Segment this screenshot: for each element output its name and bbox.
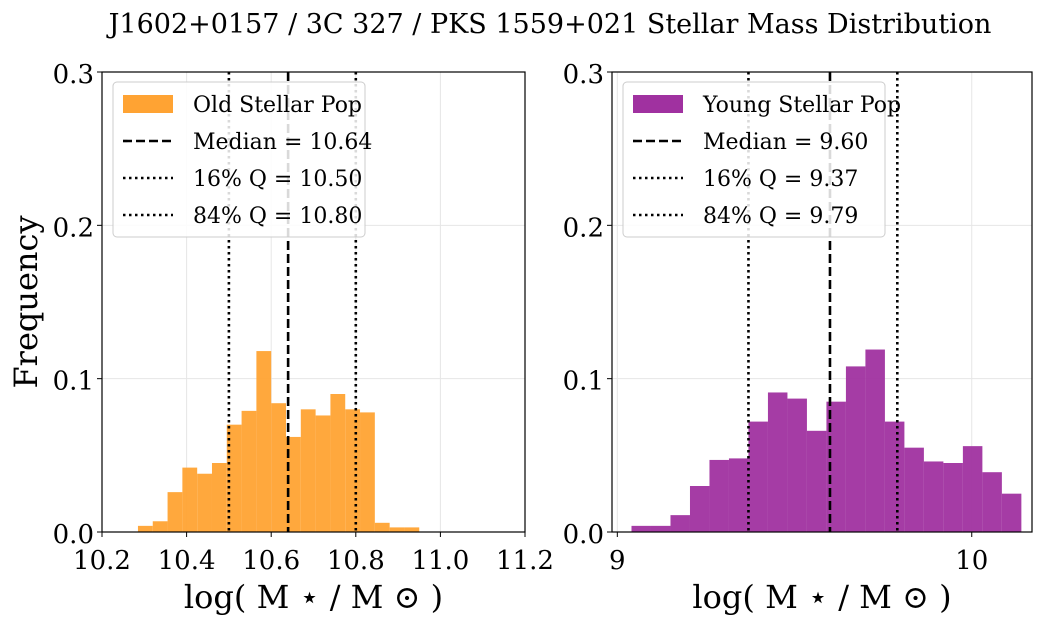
histogram-bar <box>286 436 301 532</box>
histogram-bar <box>152 521 168 532</box>
legend: Young Stellar Pop Median = 9.60 16% Q = 9.… <box>622 81 901 238</box>
legend-swatch <box>123 95 173 113</box>
histogram-bar <box>962 446 983 532</box>
legend-label: 84% Q = 9.79 <box>703 204 858 229</box>
histogram-bar <box>650 525 671 532</box>
histogram-bar <box>211 463 227 532</box>
legend-label: Young Stellar Pop <box>702 93 901 118</box>
x-tick-label: 10.2 <box>73 546 131 576</box>
legend-swatch <box>633 95 683 113</box>
panel-old-stellar-pop: 10.2 10.4 10.6 10.8 11.0 11.2 0.0 0.1 0.2 0.3 log(… <box>7 60 554 616</box>
histogram-bar <box>806 430 827 532</box>
y-tick-label: 0.3 <box>563 60 604 90</box>
legend-label: Median = 9.60 <box>703 130 868 155</box>
histogram-bar <box>728 458 749 532</box>
histogram-bar <box>137 525 153 532</box>
legend-label: Old Stellar Pop <box>193 93 362 118</box>
histogram-bar <box>404 527 420 532</box>
histogram-bar <box>182 467 198 532</box>
x-tick-label: 9 <box>609 546 626 576</box>
x-tick-label: 11.0 <box>411 546 469 576</box>
y-tick-label: 0.2 <box>53 213 94 243</box>
legend-label: 16% Q = 9.37 <box>703 167 858 192</box>
histogram-bar <box>845 366 866 532</box>
histogram-bar <box>197 473 212 532</box>
y-tick-label: 0.1 <box>563 367 604 397</box>
histogram-bar <box>330 394 346 532</box>
histogram-bar <box>709 459 729 532</box>
y-tick-label: 0.0 <box>53 520 94 550</box>
histogram-bar <box>748 421 768 532</box>
histogram-bar <box>787 398 807 532</box>
histogram-bar <box>1001 493 1022 532</box>
y-tick-label: 0.1 <box>53 367 94 397</box>
histogram-bar <box>374 522 390 532</box>
histogram-bar <box>865 349 885 532</box>
legend-box <box>112 81 366 238</box>
y-tick-label: 0.0 <box>563 520 604 550</box>
panel-young-stellar-pop: 9 10 0.0 0.1 0.2 0.3 log( M ⋆ / M ⊙ ) Young Ste… <box>563 60 1033 616</box>
histogram-bar <box>360 412 375 532</box>
histogram-bar <box>226 424 242 532</box>
histogram-bar <box>315 415 331 532</box>
histogram-bar <box>241 410 257 532</box>
histogram-bar <box>904 447 924 532</box>
histogram-bar <box>345 409 361 532</box>
legend-label: 16% Q = 10.50 <box>193 167 362 192</box>
x-axis-label: log( M ⋆ / M ⊙ ) <box>184 578 443 616</box>
histogram-bar <box>256 351 272 532</box>
x-tick-label: 10 <box>955 546 988 576</box>
histogram-bar <box>389 527 405 532</box>
y-axis-label: Frequency <box>7 215 45 388</box>
histogram-bar <box>689 486 710 532</box>
axes-frame <box>611 71 1033 533</box>
legend-box <box>622 81 886 238</box>
histogram-bar <box>271 403 287 532</box>
histogram-bar <box>923 461 944 532</box>
y-tick-label: 0.2 <box>563 213 604 243</box>
figure-title: J1602+0157 / 3C 327 / PKS 1559+021 Stell… <box>106 9 992 40</box>
x-axis-label: log( M ⋆ / M ⊙ ) <box>692 578 951 616</box>
histogram-bar <box>943 463 963 532</box>
histogram-bar <box>631 525 651 532</box>
x-tick-label: 10.4 <box>158 546 216 576</box>
legend-label: 84% Q = 10.80 <box>193 204 362 229</box>
histogram-bar <box>884 421 905 532</box>
x-tick-label: 11.2 <box>496 546 554 576</box>
histogram-bar <box>167 492 183 532</box>
histogram-bar <box>300 409 316 532</box>
x-tick-label: 10.8 <box>327 546 385 576</box>
x-tick-label: 10.6 <box>242 546 300 576</box>
legend-label: Median = 10.64 <box>193 130 372 155</box>
axes-frame <box>101 71 526 533</box>
histogram-bar <box>826 401 846 532</box>
histogram-bar <box>670 515 690 532</box>
histogram-bar <box>982 472 1002 532</box>
histogram-bar <box>767 392 788 532</box>
y-tick-label: 0.3 <box>53 60 94 90</box>
legend: Old Stellar Pop Median = 10.64 16% Q = 10.… <box>112 81 372 238</box>
